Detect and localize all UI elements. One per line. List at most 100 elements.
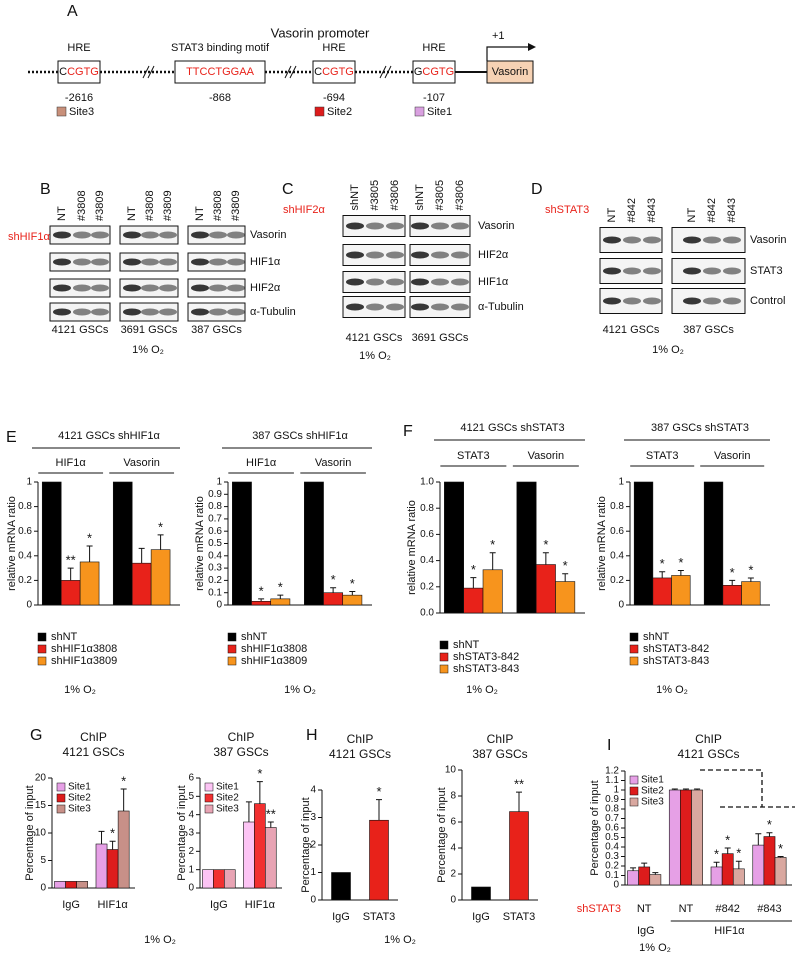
band [209, 308, 227, 316]
band [683, 236, 701, 244]
y-tick-label: 0.8 [420, 503, 434, 514]
panel-label: G [30, 727, 42, 744]
band [191, 231, 209, 239]
position: -107 [423, 92, 445, 104]
site-swatch [314, 106, 325, 117]
legend-swatch [629, 775, 639, 785]
significance: * [490, 537, 495, 552]
y-tick-label: 2 [310, 840, 316, 851]
error-bar [682, 788, 689, 790]
legend-label: shSTAT3-842 [453, 651, 519, 663]
y-tick-label: 3 [310, 812, 316, 823]
band [91, 308, 109, 316]
significance: ** [66, 553, 76, 568]
y-tick-label: 0.7 [605, 813, 619, 824]
bar [254, 803, 266, 889]
legend-label: Site3 [641, 797, 664, 808]
error-bar [86, 545, 93, 562]
group-label: 387 GSCs [683, 324, 734, 336]
bar [60, 580, 81, 606]
error-bar [713, 861, 720, 867]
legend-label: shHIF1α3809 [51, 655, 117, 667]
y-tick-label: 1 [618, 477, 624, 488]
band [703, 236, 721, 244]
y-tick-label: 0 [613, 880, 619, 891]
band [431, 278, 449, 286]
y-tick-label: 0.3 [605, 851, 619, 862]
y-tick-label: 0.5 [605, 832, 619, 843]
legend-swatch [227, 644, 237, 654]
band [386, 278, 404, 286]
legend-swatch [56, 782, 66, 792]
y-tick-label: 0 [188, 883, 194, 894]
error-bar [489, 552, 496, 570]
bar [627, 870, 639, 886]
lane-label: NT [194, 206, 206, 221]
error-bar [376, 799, 382, 821]
hre-box [312, 60, 356, 84]
y-tick-label: 0.1 [208, 587, 222, 598]
group-label: 3691 GSCs [121, 324, 178, 336]
break [142, 65, 150, 79]
y-tick-label: 0 [216, 600, 222, 611]
significance: * [376, 784, 381, 799]
error-bar [98, 830, 105, 844]
condition-label: 1% O₂ [132, 344, 164, 356]
knockdown-label: shHIF2α [283, 204, 325, 216]
y-tick-label: 4 [450, 843, 456, 854]
band [723, 267, 741, 275]
error-bar [330, 587, 337, 593]
bar [112, 481, 133, 606]
legend-swatch [37, 632, 47, 642]
hre-box [412, 60, 456, 84]
band [623, 267, 641, 275]
lane-label: #3806 [389, 180, 401, 211]
y-axis-label: Percentage of input [24, 785, 36, 880]
legend-label: Site1 [68, 782, 91, 793]
group-label: HIF1α [714, 925, 745, 937]
significance: * [158, 519, 163, 534]
chart-subtitle: 4121 GSCs [329, 747, 391, 761]
y-tick-label: 0.4 [605, 842, 619, 853]
y-tick-label: 4 [188, 809, 194, 820]
bar [342, 594, 363, 606]
band [53, 284, 71, 292]
bar [535, 564, 556, 614]
y-tick-label: 0.4 [208, 550, 222, 561]
bar [652, 577, 672, 606]
bar [304, 481, 324, 606]
band [227, 231, 245, 239]
row-label: Vasorin [750, 234, 786, 246]
y-tick-label: 1 [613, 785, 619, 796]
condition-label: 1% O₂ [639, 942, 671, 954]
panel-label: D [531, 181, 543, 198]
error-bar [67, 567, 74, 581]
significance: * [767, 817, 772, 832]
error-bar [516, 791, 522, 812]
bar [232, 481, 252, 606]
band [73, 231, 91, 239]
bar [710, 866, 723, 886]
band [191, 258, 209, 266]
row-label: Control [750, 295, 785, 307]
panel-label: A [67, 3, 78, 20]
significance: * [778, 841, 783, 856]
significance: * [331, 572, 336, 587]
bar [213, 869, 225, 889]
legend-label: shSTAT3-843 [643, 655, 709, 667]
y-tick-label: 0 [310, 895, 316, 906]
band [191, 284, 209, 292]
band [53, 308, 71, 316]
tss-arrowhead [528, 43, 536, 51]
bar [202, 869, 214, 889]
bar [703, 481, 724, 606]
y-tick-label: 0.4 [610, 550, 624, 561]
break [384, 65, 392, 79]
legend-label: shHIF1α3809 [241, 655, 307, 667]
element-header: STAT3 binding motif [171, 42, 270, 54]
band [431, 222, 449, 230]
bar [41, 481, 62, 606]
y-axis-label: relative mRNA ratio [596, 496, 608, 591]
band [411, 278, 429, 286]
